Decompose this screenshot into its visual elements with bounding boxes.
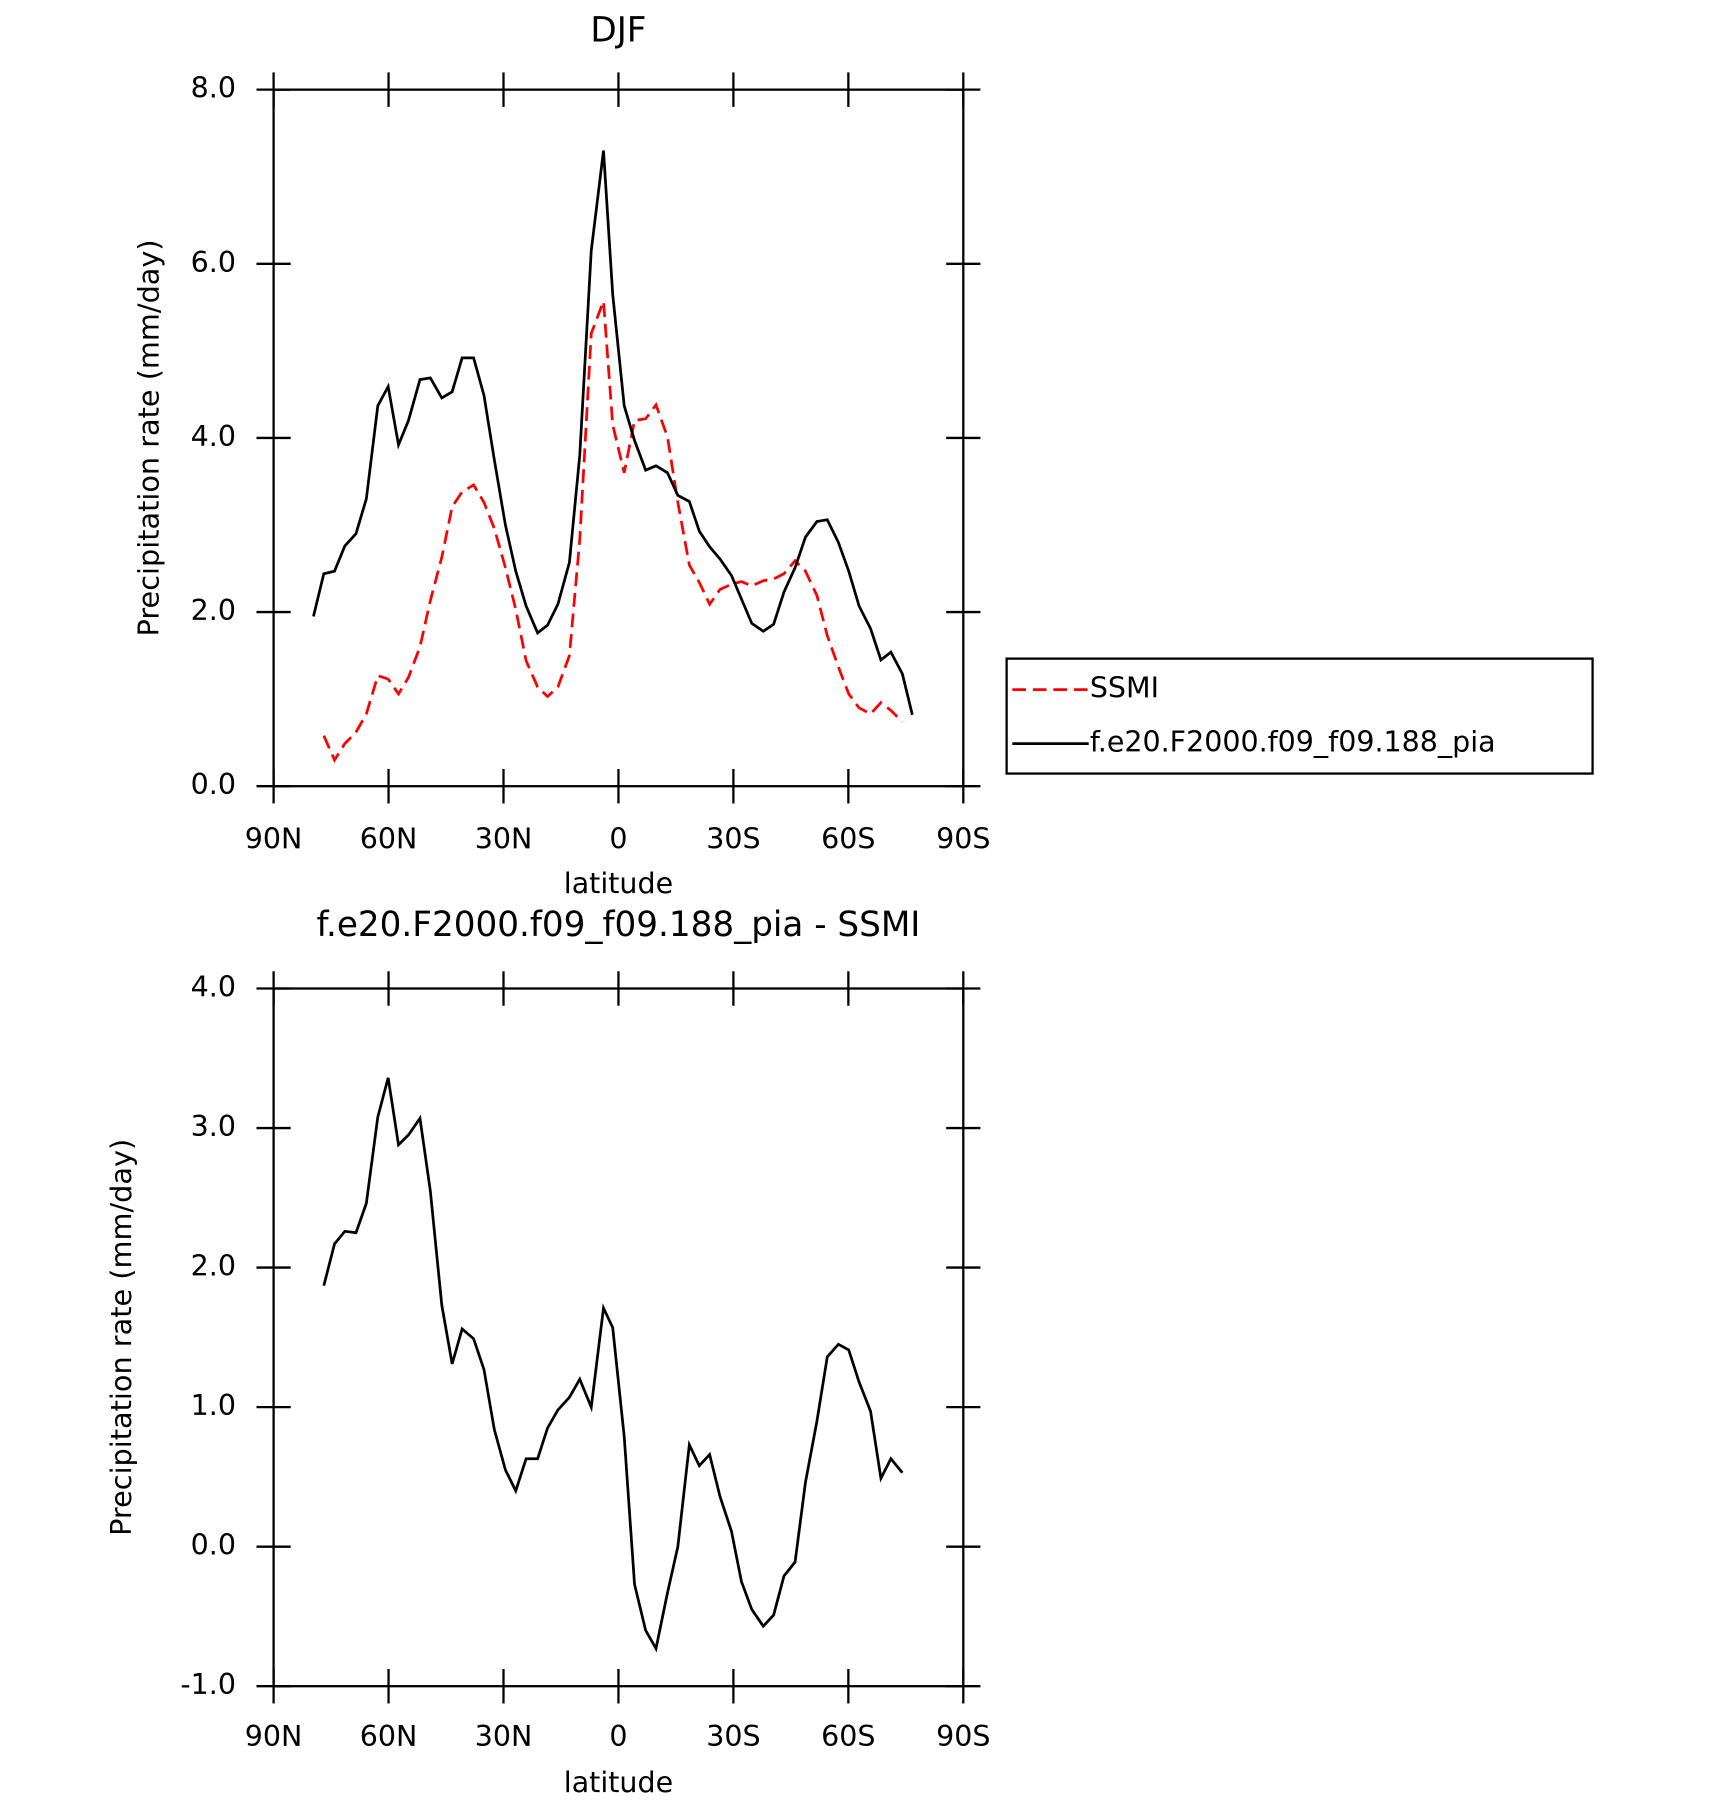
x-tick-label: 30S	[706, 821, 760, 855]
x-tick-label: 30S	[706, 1719, 760, 1753]
y-tick-label: 6.0	[191, 245, 236, 279]
y-tick-label: 0.0	[191, 767, 236, 801]
y-tick-label: -1.0	[180, 1667, 236, 1701]
legend-box	[1005, 657, 1594, 775]
plot-frame	[272, 987, 965, 1688]
y-axis-label: Precipitation rate (mm/day)	[104, 1139, 138, 1536]
x-axis-label: latitude	[564, 1765, 673, 1799]
y-tick-label: 4.0	[191, 969, 236, 1003]
y-tick-label: 8.0	[191, 71, 236, 105]
chart-title: f.e20.F2000.f09_f09.188_pia - SSMI	[316, 905, 920, 945]
x-tick-label: 90S	[936, 1719, 990, 1753]
x-tick-label: 0	[609, 1719, 627, 1753]
data-line	[322, 300, 904, 764]
y-tick-label: 4.0	[191, 419, 236, 453]
x-tick-label: 30N	[475, 821, 533, 855]
x-tick-label: 0	[609, 821, 627, 855]
chart-title: DJF	[590, 11, 646, 51]
x-axis-label: latitude	[564, 866, 673, 900]
data-line	[322, 1077, 904, 1653]
x-tick-label: 90N	[245, 821, 303, 855]
y-tick-label: 0.0	[191, 1528, 236, 1562]
x-tick-label: 90N	[245, 1719, 303, 1753]
legend-label: SSMI	[1090, 671, 1159, 705]
y-axis-label: Precipitation rate (mm/day)	[132, 239, 166, 636]
y-tick-label: 3.0	[191, 1109, 236, 1143]
legend-label: f.e20.F2000.f09_f09.188_pia	[1090, 725, 1496, 759]
data-line	[312, 150, 914, 716]
x-tick-label: 90S	[936, 821, 990, 855]
x-tick-label: 60S	[821, 1719, 875, 1753]
y-tick-label: 1.0	[191, 1388, 236, 1422]
x-tick-label: 60S	[821, 821, 875, 855]
x-tick-label: 30N	[475, 1719, 533, 1753]
y-tick-label: 2.0	[191, 1249, 236, 1283]
x-tick-label: 60N	[360, 1719, 418, 1753]
y-tick-label: 2.0	[191, 593, 236, 627]
x-tick-label: 60N	[360, 821, 418, 855]
